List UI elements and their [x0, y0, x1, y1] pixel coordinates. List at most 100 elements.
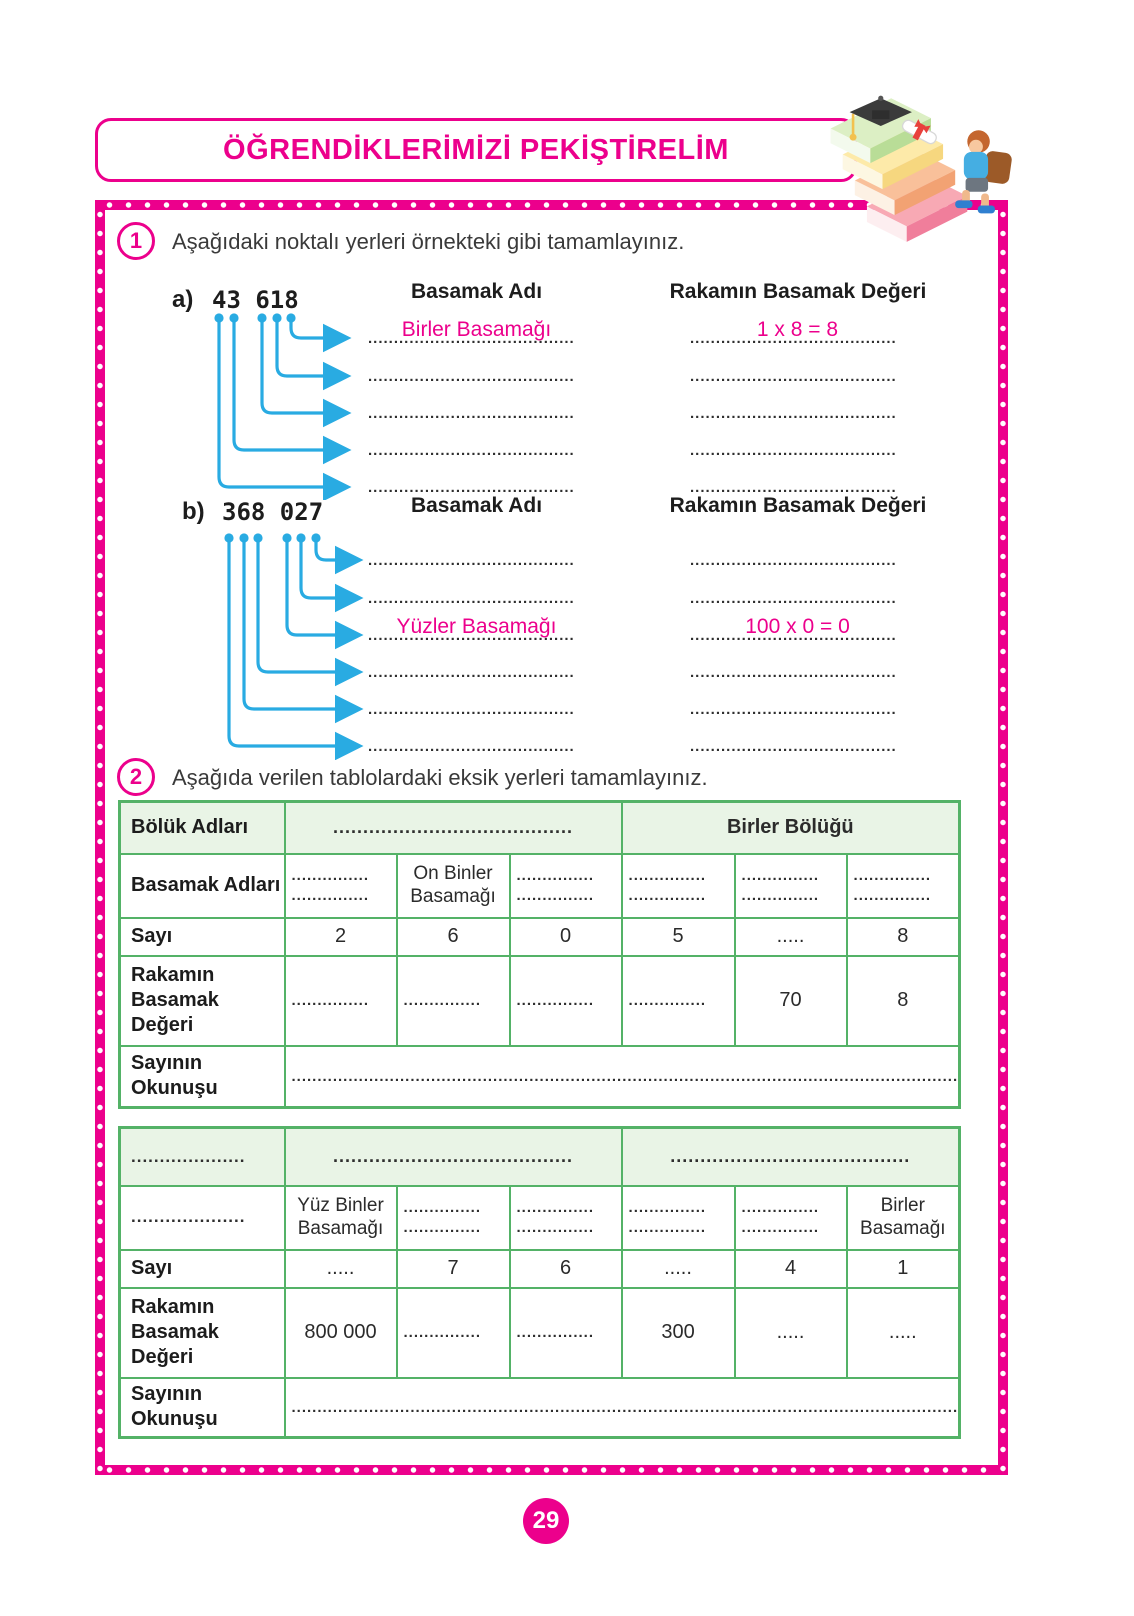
question-1-prompt: Aşağıdaki noktalı yerleri örnekteki gibi… — [172, 229, 685, 254]
part-b-answer-value: 100 x 0 = 0 — [745, 615, 850, 638]
t2-birler-basamagi: Birler Basamağı — [845, 1184, 961, 1251]
dotted-line: ............... — [853, 886, 932, 904]
t1-digit-1: 2 — [283, 916, 398, 957]
dotted-line: ............... — [741, 886, 820, 904]
table-row: .................... ...................… — [118, 1126, 961, 1187]
question-1-number-text: 1 — [129, 228, 143, 253]
question-1-number: 1 — [117, 222, 155, 260]
part-a-value-row-5: ........................................ — [690, 467, 905, 495]
dotted-line: ............... — [853, 867, 932, 884]
t2-deger-2: ............... — [395, 1286, 511, 1379]
part-a-number: 43 618 — [212, 286, 299, 314]
t2-digit-1: ..... — [283, 1248, 398, 1289]
books-stairs-illustration — [830, 95, 1012, 242]
part-a-value-row-2: ........................................ — [690, 356, 905, 384]
t2-row3-label: Sayı — [118, 1248, 286, 1289]
dotted-line: ............... — [628, 1218, 707, 1236]
dotted-line: ........................................ — [690, 369, 897, 384]
part-a-value-row-1: 1 x 8 = 8 ..............................… — [690, 318, 905, 346]
dotted-line: ........................................ — [690, 553, 897, 568]
t2-deger-4: 300 — [620, 1286, 736, 1379]
student-figure — [955, 130, 1012, 214]
part-b-value-row-6: ........................................ — [690, 726, 905, 754]
dotted-line: ........................................ — [368, 702, 575, 717]
question-2-prompt: Aşağıda verilen tablolardaki eksik yerle… — [172, 765, 708, 790]
part-a-answer-value: 1 x 8 = 8 — [756, 318, 839, 341]
t2-digit-3: 6 — [508, 1248, 623, 1289]
dotted-line: ............... — [628, 1199, 707, 1216]
t2-deger-5: ..... — [733, 1286, 848, 1379]
place-value-table-2: .................... ...................… — [118, 1126, 962, 1439]
page-number-badge: 29 — [523, 1498, 569, 1544]
part-b-name-row-6: ........................................ — [368, 726, 585, 754]
t2-row4-label: Rakamın Basamak Değeri — [118, 1286, 286, 1379]
table-row: Sayının Okunuşu ........................… — [118, 1376, 961, 1439]
dotted-line: ............... — [628, 867, 707, 884]
part-b-number: 368 027 — [222, 498, 324, 526]
part-b-name-row-4: ........................................ — [368, 652, 585, 680]
part-a-answer-name: Birler Basamağı — [401, 318, 552, 341]
dotted-line: ........................................ — [368, 331, 575, 346]
t2-deger-1: 800 000 — [283, 1286, 398, 1379]
t1-basamak-cell-1: .............................. — [283, 852, 398, 919]
question-2-number: 2 — [117, 758, 155, 796]
part-b-name-row-3: Yüzler Basamağı ........................… — [368, 615, 585, 643]
table-row: Basamak Adları .........................… — [118, 852, 961, 919]
t2-basamak-cell-3: .............................. — [508, 1184, 623, 1251]
part-b-answer-name: Yüzler Basamağı — [396, 615, 557, 638]
table-row: Rakamın Basamak Değeri 800 000 .........… — [118, 1286, 961, 1379]
t2-row1-label-dots: .................... — [118, 1126, 286, 1187]
t1-basamak-cell-4: .............................. — [620, 852, 736, 919]
dotted-line: ............... — [516, 867, 595, 884]
dotted-line: ............... — [741, 1218, 820, 1236]
part-b-name-row-1: ........................................ — [368, 540, 585, 568]
t1-deger-6: 8 — [845, 954, 961, 1047]
t2-deger-3: ............... — [508, 1286, 623, 1379]
part-a-name-row-3: ........................................ — [368, 393, 585, 421]
t1-deger-2: ............... — [395, 954, 511, 1047]
dotted-line: ............... — [741, 867, 820, 884]
table-row: .................... Yüz Binler Basamağı… — [118, 1184, 961, 1251]
page-title: ÖĞRENDİKLERİMİZİ PEKİŞTİRELİM — [223, 133, 729, 166]
diploma-icon — [901, 119, 937, 145]
t1-deger-4: ............... — [620, 954, 736, 1047]
t1-digit-5: ..... — [733, 916, 848, 957]
dotted-line: ............... — [741, 1199, 820, 1216]
t2-digit-4: ..... — [620, 1248, 736, 1289]
t2-row2-label-dots: .................... — [118, 1184, 286, 1251]
t1-okunus-dots: ........................................… — [283, 1044, 961, 1109]
part-a-name-row-2: ........................................ — [368, 356, 585, 384]
question-2-number-text: 2 — [129, 764, 143, 789]
dashed-frame — [95, 200, 1008, 1475]
part-b-value-row-3: 100 x 0 = 0 ............................… — [690, 615, 905, 643]
dotted-line: ........................................ — [690, 480, 897, 495]
part-b-value-row-4: ........................................ — [690, 652, 905, 680]
t1-basamak-cell-5: .............................. — [733, 852, 848, 919]
dotted-line: ............... — [628, 886, 707, 904]
dotted-line: ........................................ — [368, 665, 575, 680]
dotted-line: ............... — [291, 886, 370, 904]
t1-deger-3: ............... — [508, 954, 623, 1047]
t2-digit-5: 4 — [733, 1248, 848, 1289]
dotted-line: ............... — [516, 1218, 595, 1236]
part-a-value-row-3: ........................................ — [690, 393, 905, 421]
t2-okunus-dots: ........................................… — [283, 1376, 961, 1439]
part-a-value-header: Rakamın Basamak Değeri — [669, 280, 927, 303]
part-b-value-header: Rakamın Basamak Değeri — [669, 494, 927, 517]
dotted-line: ........................................ — [368, 591, 575, 606]
table-row: Rakamın Basamak Değeri ............... .… — [118, 954, 961, 1047]
dotted-line: ........................................ — [690, 406, 897, 421]
dotted-line: ........................................ — [690, 628, 897, 643]
page-title-box: ÖĞRENDİKLERİMİZİ PEKİŞTİRELİM — [95, 118, 857, 182]
dotted-line: ........................................ — [368, 553, 575, 568]
frame-edge-bottom — [95, 1465, 1008, 1475]
dotted-line: ............... — [516, 886, 595, 904]
t2-yuz-binler-basamagi: Yüz Binler Basamağı — [283, 1184, 398, 1251]
t1-digit-6: 8 — [845, 916, 961, 957]
t1-row4-label: Rakamın Basamak Değeri — [118, 954, 286, 1047]
dotted-line: ........................................ — [368, 628, 575, 643]
dotted-line: ........................................ — [690, 739, 897, 754]
part-b-arrows — [224, 533, 364, 760]
table-row: Sayı 2 6 0 5 ..... 8 — [118, 916, 961, 957]
dotted-line: ............... — [516, 1199, 595, 1216]
